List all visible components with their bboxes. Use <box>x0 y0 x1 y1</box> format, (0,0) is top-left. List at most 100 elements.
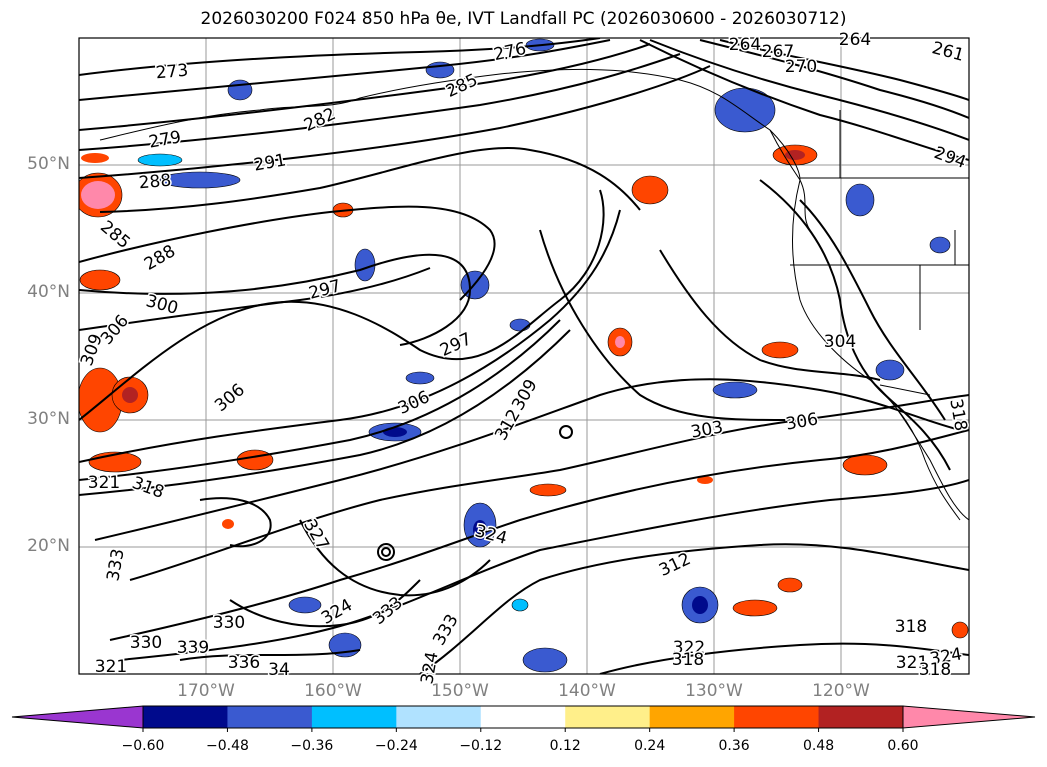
pos-patch <box>81 153 109 163</box>
pos-patch <box>631 175 669 205</box>
contour-line <box>229 579 421 628</box>
contour-value-label: 330 <box>130 633 162 653</box>
contour-closed <box>559 425 573 439</box>
coast-westcoast <box>792 179 969 521</box>
neg-patch <box>692 596 708 614</box>
contour-value-label: 270 <box>785 57 817 77</box>
contour-line <box>599 642 969 674</box>
contour-value-label: 321 <box>88 473 120 493</box>
contour-value-label: 330 <box>213 613 245 633</box>
colorbar-tick-label: 0.12 <box>549 738 581 754</box>
colorbar-tick-label: −0.36 <box>290 738 334 754</box>
pos-patch <box>761 341 799 359</box>
contour-value-label: 318 <box>672 650 704 670</box>
pos-patch <box>697 476 713 484</box>
contour-value-label: 318 <box>919 660 951 680</box>
contour-line <box>79 209 621 463</box>
contour-line <box>79 253 472 346</box>
colorbar-tick-label: −0.24 <box>374 738 418 754</box>
contour-line <box>539 229 791 421</box>
colorbar-extend-min <box>11 705 144 729</box>
lon-tick-label: 130°W <box>685 681 743 701</box>
lon-tick-label: 150°W <box>431 681 489 701</box>
contour-value-label: 304 <box>824 332 856 352</box>
contour-line <box>79 329 571 496</box>
map-frame-bg <box>79 38 969 674</box>
colorbar-tick-label: 0.36 <box>718 738 750 754</box>
contour-value-label: 339 <box>177 638 209 658</box>
pos-patch <box>81 181 115 209</box>
contour-value-label: 288 <box>138 171 172 194</box>
pos-patch <box>222 519 234 529</box>
coastline <box>99 68 969 521</box>
pos-patch <box>732 599 778 617</box>
colorbar-tick-label: −0.60 <box>121 738 165 754</box>
colorbar-tick-label: −0.12 <box>459 738 503 754</box>
contour-line <box>299 519 491 597</box>
contour-line <box>79 65 711 179</box>
contour-value-label: 324 <box>928 644 963 669</box>
contour-value-label: 321 <box>95 657 127 677</box>
neg-patch <box>712 381 758 399</box>
colorbar <box>11 705 1036 732</box>
neg-patch <box>137 153 183 167</box>
contour-closed <box>381 547 391 557</box>
contour-line <box>639 39 969 161</box>
contour-line <box>199 497 272 548</box>
contour-line <box>719 39 969 101</box>
colorbar-segment <box>227 706 313 728</box>
pos-patch <box>785 150 805 160</box>
colorbar-segment <box>565 706 651 728</box>
colorbar-tick-label: 0.48 <box>802 738 835 754</box>
contour-line <box>129 394 969 581</box>
graticule <box>79 38 969 674</box>
contour-line <box>759 179 951 471</box>
contour-closed <box>377 543 395 561</box>
colorbar-segment <box>143 706 228 728</box>
neg-patch <box>227 79 253 101</box>
contour-value-label: 333 <box>103 547 128 582</box>
contour-value-label: 321 <box>896 653 928 673</box>
colorbar-segment <box>311 706 397 728</box>
lon-tick-label: 120°W <box>812 681 870 701</box>
contour-value-label: 264 <box>729 35 761 55</box>
border-line <box>879 384 931 396</box>
contour-line <box>79 189 605 421</box>
colorbar-tick-label: 0.60 <box>887 738 919 754</box>
contour-line <box>109 429 969 641</box>
neg-patch <box>875 359 905 381</box>
contour-line <box>649 39 969 141</box>
political-borders <box>790 110 969 396</box>
contour-line <box>699 39 969 119</box>
neg-patch <box>522 647 568 673</box>
neg-patch <box>159 171 241 189</box>
contour-line <box>179 649 361 661</box>
colorbar-segment <box>649 706 735 728</box>
neg-patch <box>288 596 322 614</box>
colorbar-segment <box>396 706 482 728</box>
chart-title: 2026030200 F024 850 hPa θe, IVT Landfall… <box>200 9 847 29</box>
contour-value-label: 322 <box>673 638 705 658</box>
contour-value-label: 267 <box>762 42 794 62</box>
contour-value-label: 34 <box>268 660 290 680</box>
lat-tick-label: 20°N <box>27 536 70 556</box>
pos-patch <box>615 336 625 348</box>
map-frame <box>78 37 970 675</box>
pos-patch <box>79 269 121 291</box>
pos-patch <box>122 387 138 403</box>
pos-patch <box>777 577 803 593</box>
neg-patch <box>405 371 435 385</box>
lon-tick-label: 160°W <box>304 681 362 701</box>
coast-alaska <box>99 68 801 181</box>
contour-line <box>79 53 681 151</box>
contour-line <box>799 199 946 421</box>
pos-patch <box>951 621 969 639</box>
contour-line <box>79 205 496 301</box>
neg-patch <box>509 318 531 332</box>
contour-value-label: 318 <box>895 617 927 637</box>
lat-tick-label: 50°N <box>27 154 70 174</box>
neg-patch <box>845 183 875 217</box>
contour-value-label: 336 <box>228 653 260 673</box>
pos-patch <box>529 483 567 497</box>
